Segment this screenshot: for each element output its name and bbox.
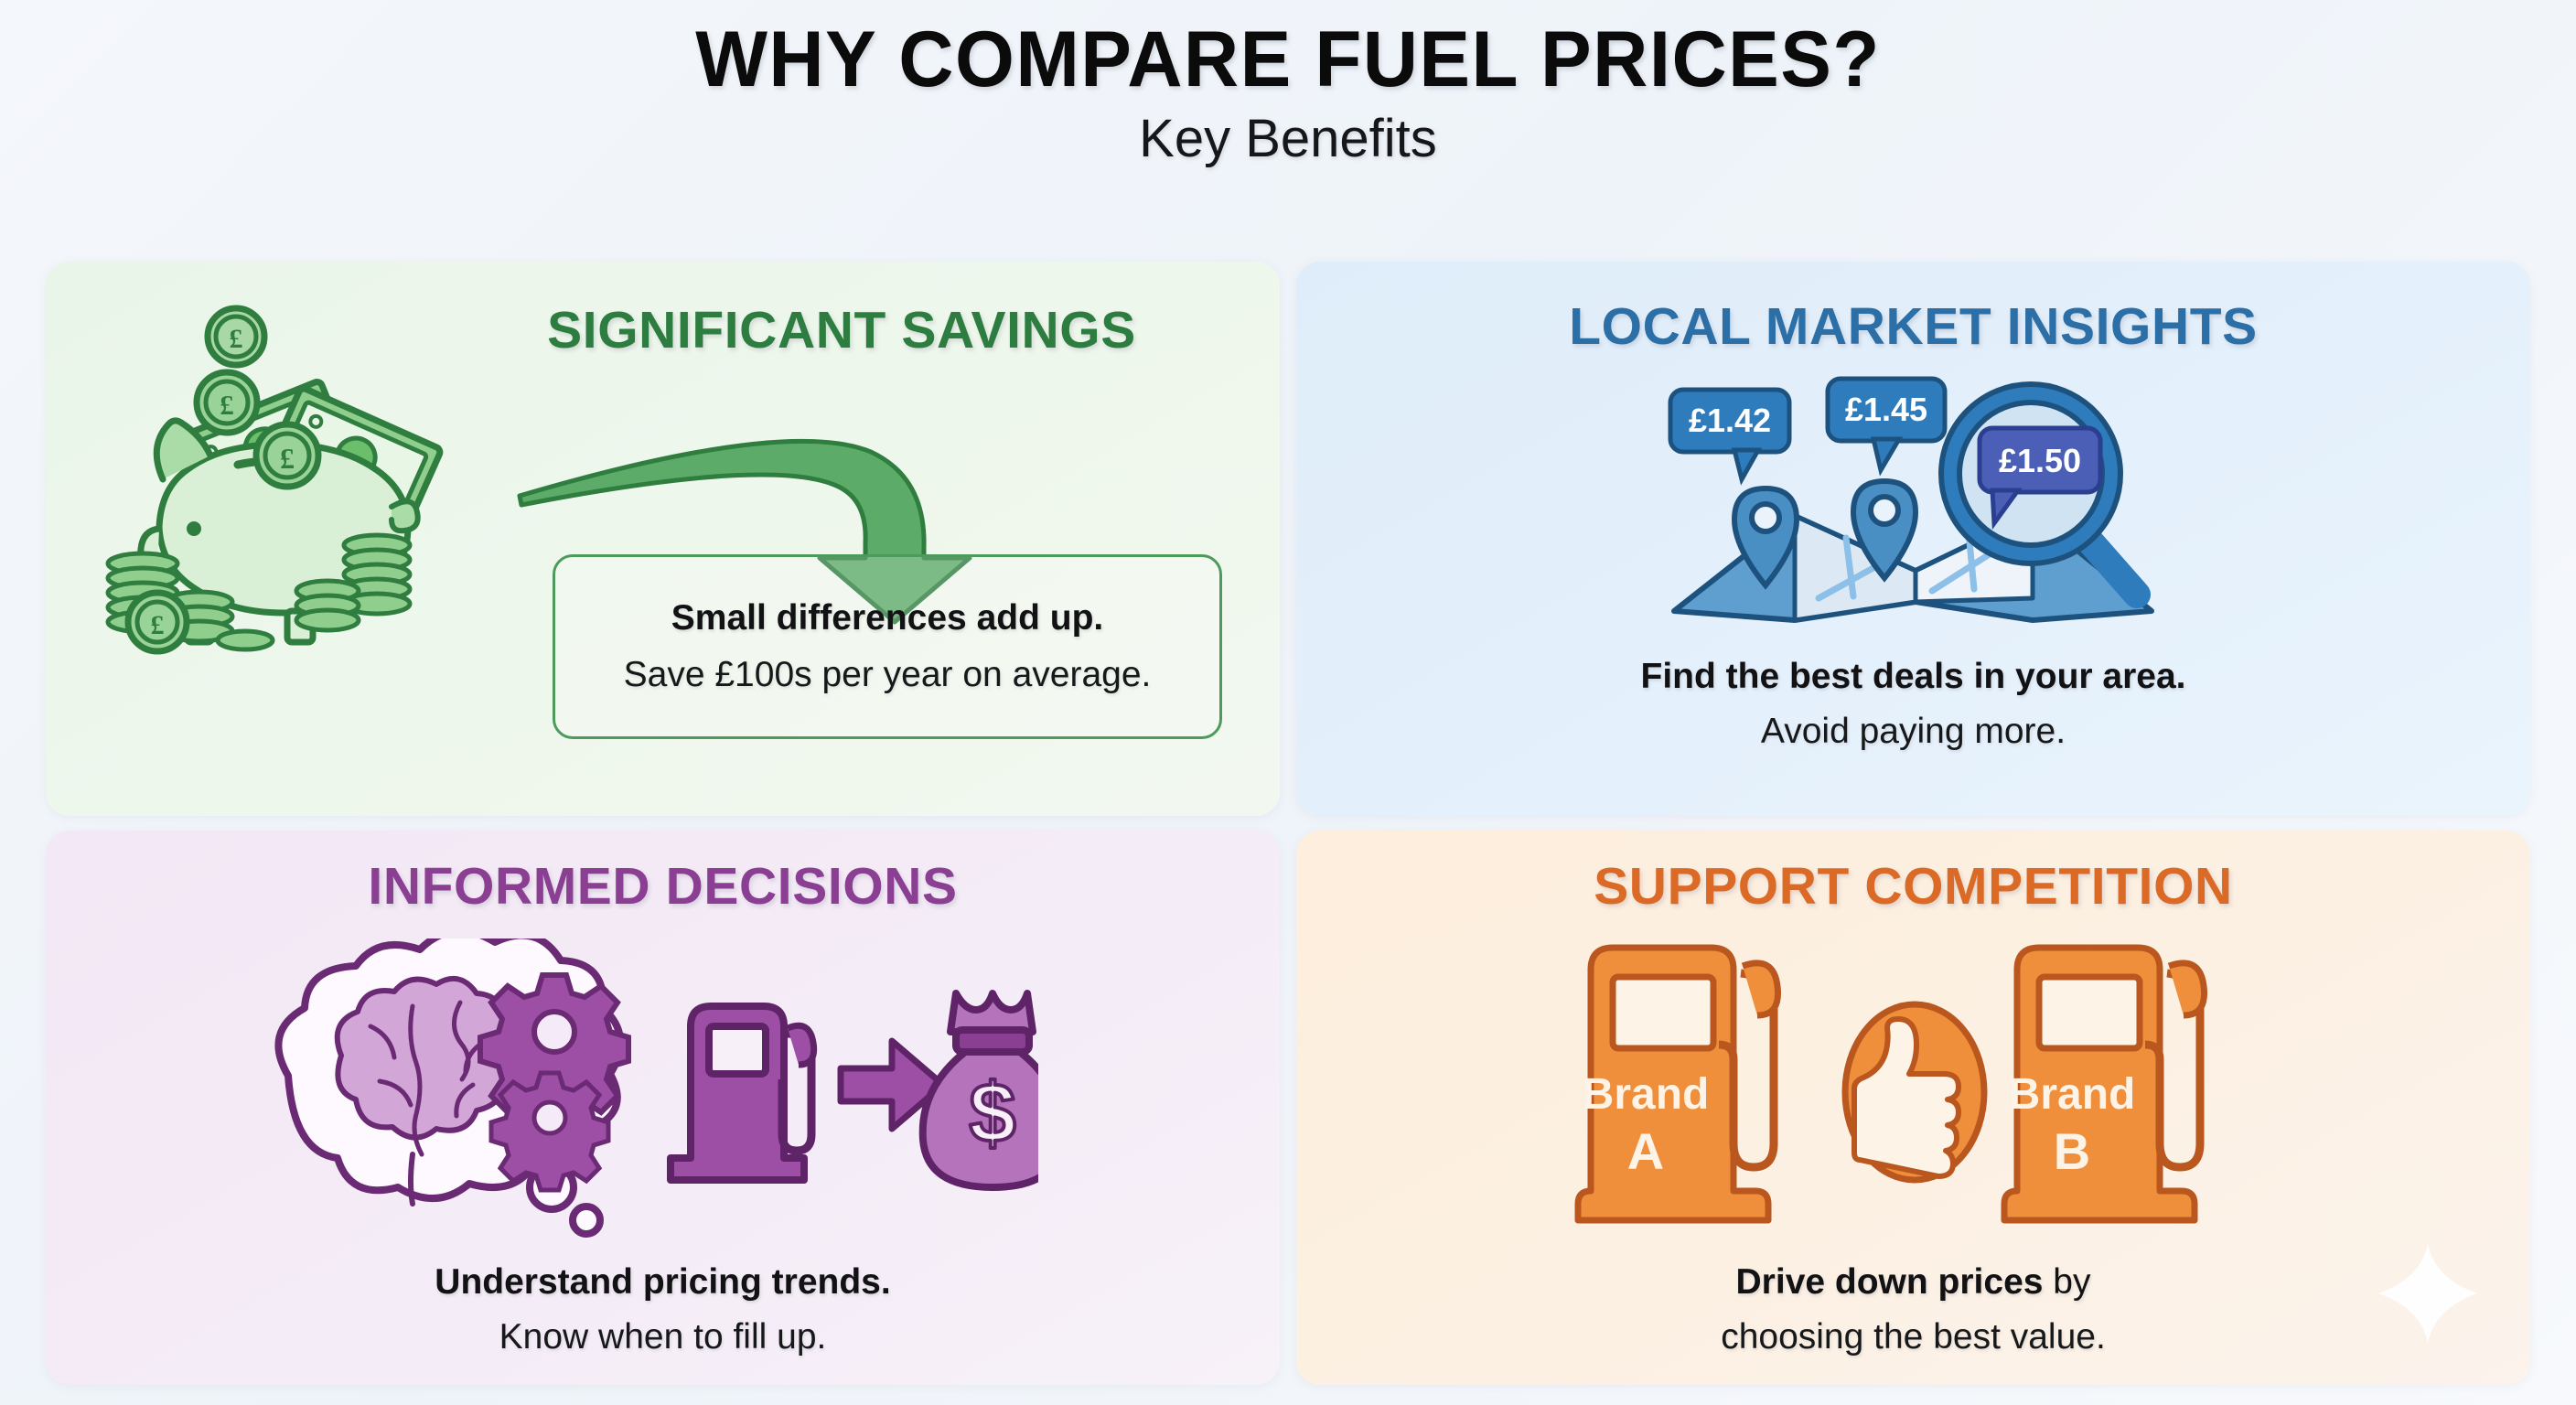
fuel-pump-icon: Brand A: [1574, 944, 1781, 1224]
money-bag-icon: $: [918, 990, 1038, 1191]
price-bubble-icon: £1.45: [1825, 376, 1947, 477]
pump-brand-letter-b: B: [2053, 1122, 2089, 1180]
map-pin-icon: [1850, 477, 1918, 583]
card-heading-label: SUPPORT COMPETITION: [1594, 857, 2233, 916]
insights-caption-strong: Find the best deals in your area.: [1640, 657, 2186, 696]
competition-caption-block: Drive down prices by choosing the best v…: [1296, 1260, 2530, 1358]
savings-callout-line2: Save £100s per year on average.: [623, 655, 1152, 694]
card-significant-savings: SIGNIFICANT SAVINGS £: [46, 262, 1280, 816]
price-pin-label-1: £1.42: [1688, 402, 1770, 439]
svg-text:£: £: [280, 442, 295, 475]
svg-text:£: £: [230, 324, 243, 354]
pound-coin-icon: £: [193, 369, 261, 436]
map-pin-icon: [1731, 485, 1799, 590]
decisions-caption-strong: Understand pricing trends.: [435, 1262, 891, 1302]
competition-caption-bold: Drive down prices: [1735, 1262, 2044, 1302]
competition-caption-line1: Drive down prices by: [1736, 1260, 2091, 1304]
competition-illustration: Brand A Brand B: [1574, 944, 2207, 1224]
insights-caption-block: Find the best deals in your area. Avoid …: [1296, 655, 2530, 753]
pump-brand-label-a: Brand: [1582, 1070, 1709, 1119]
savings-callout-box: Small differences add up. Save £100s per…: [553, 554, 1222, 739]
infographic-header: WHY COMPARE FUEL PRICES? Key Benefits: [0, 0, 2576, 167]
card-heading-label: SIGNIFICANT SAVINGS: [547, 301, 1136, 359]
savings-callout-line1: Small differences add up.: [671, 598, 1104, 638]
competition-caption-line2: choosing the best value.: [1721, 1316, 2106, 1357]
folded-map-icon: £1.42 £1.45: [1668, 376, 2154, 623]
pound-coin-icon: £: [252, 421, 322, 490]
thumbs-up-icon: [1841, 1001, 1987, 1184]
decisions-caption-light: Know when to fill up.: [499, 1316, 827, 1357]
pound-coin-icon: £: [124, 589, 190, 655]
gear-icon: [488, 1070, 611, 1193]
card-informed-decisions: INFORMED DECISIONS: [46, 831, 1280, 1385]
page-subtitle: Key Benefits: [1139, 108, 1437, 168]
card-heading-label: INFORMED DECISIONS: [368, 857, 958, 916]
price-pin-label-2: £1.45: [1844, 391, 1927, 428]
right-arrow-icon: [837, 1037, 947, 1132]
informed-decisions-illustration: $: [274, 938, 1038, 1238]
card-heading-local-market-insights: LOCAL MARKET INSIGHTS: [1296, 296, 2530, 357]
card-heading-significant-savings: SIGNIFICANT SAVINGS: [439, 300, 1244, 360]
card-heading-label: LOCAL MARKET INSIGHTS: [1569, 297, 2258, 356]
card-local-market-insights: LOCAL MARKET INSIGHTS: [1296, 262, 2530, 816]
card-heading-support-competition: SUPPORT COMPETITION: [1296, 856, 2530, 917]
benefits-grid: SIGNIFICANT SAVINGS £: [46, 262, 2530, 1385]
decisions-caption-block: Understand pricing trends. Know when to …: [46, 1260, 1280, 1358]
price-pin-label-3: £1.50: [1998, 442, 2080, 479]
page-title: WHY COMPARE FUEL PRICES?: [695, 16, 1881, 103]
piggy-bank-icon: £: [105, 305, 444, 655]
curved-arrow-icon: [517, 438, 972, 625]
svg-text:£: £: [220, 389, 234, 421]
pump-brand-letter-a: A: [1626, 1122, 1663, 1180]
price-bubble-icon: £1.50: [1977, 425, 2102, 531]
fuel-pump-icon: Brand B: [2001, 944, 2207, 1224]
money-bag-symbol: $: [969, 1067, 1015, 1160]
competition-caption-normal: by: [2043, 1262, 2091, 1302]
pump-brand-label-b: Brand: [2008, 1070, 2135, 1119]
svg-text:£: £: [151, 610, 165, 640]
card-support-competition: SUPPORT COMPETITION Brand A: [1296, 831, 2530, 1385]
card-heading-informed-decisions: INFORMED DECISIONS: [46, 856, 1280, 917]
price-bubble-icon: £1.42: [1668, 387, 1791, 486]
insights-caption-light: Avoid paying more.: [1760, 711, 2066, 751]
pound-coin-icon: £: [204, 305, 268, 369]
fuel-pump-icon: [667, 1003, 818, 1184]
